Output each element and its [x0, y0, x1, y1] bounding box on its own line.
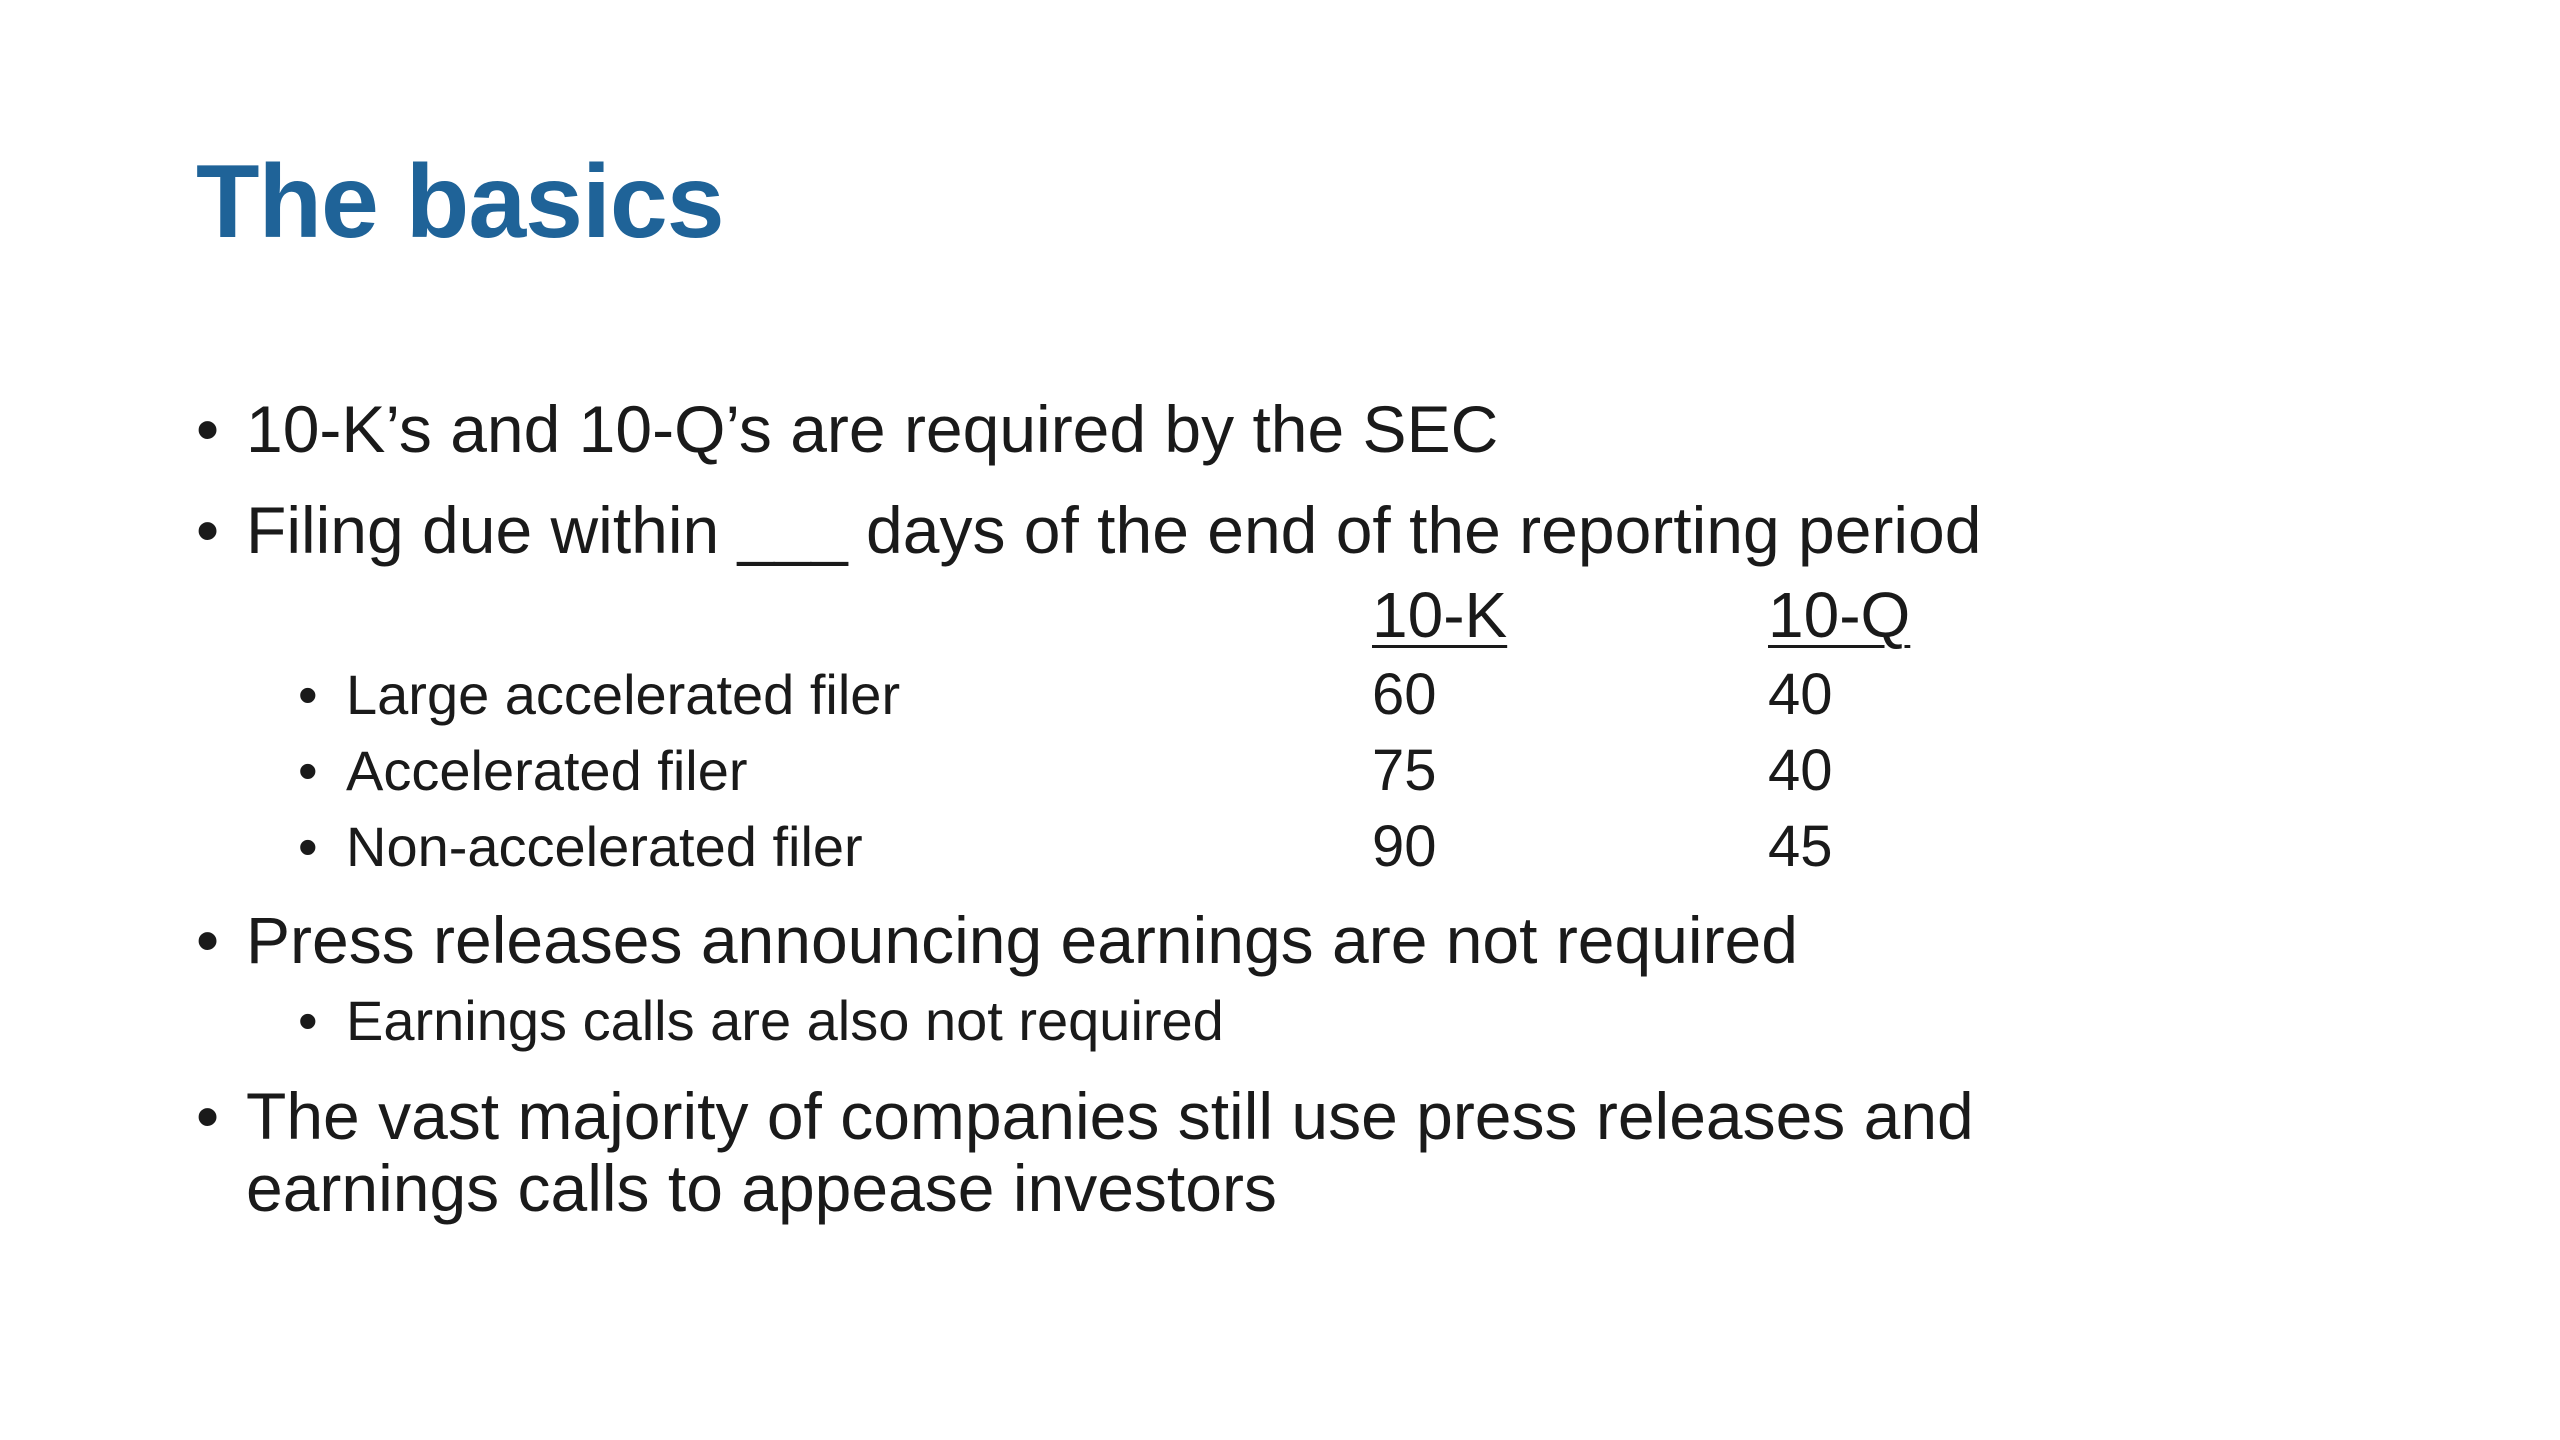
- bullet-text: Filing due within ___ days of the end of…: [246, 493, 1982, 567]
- bullet-text-line-1: The vast majority of companies still use…: [246, 1079, 1974, 1153]
- filer-10q-days: 40: [1768, 738, 1833, 803]
- bullet-dot: •: [196, 493, 220, 567]
- sub-bullet-dot: •: [298, 739, 318, 802]
- sub-bullet-dot: •: [298, 989, 318, 1052]
- sub-bullet-dot: •: [298, 663, 318, 726]
- bullet-dot: •: [196, 392, 220, 466]
- filer-10k-days: 60: [1372, 662, 1437, 727]
- filer-10q-days: 40: [1768, 662, 1833, 727]
- bullet-dot: •: [196, 1079, 220, 1153]
- column-header-10q: 10-Q: [1768, 579, 1911, 651]
- filer-type-label: Large accelerated filer: [346, 663, 901, 726]
- filer-type-label: Non-accelerated filer: [346, 815, 863, 878]
- filer-10k-days: 75: [1372, 738, 1437, 803]
- sub-bullet-text: Earnings calls are also not required: [346, 989, 1224, 1052]
- filer-10k-days: 90: [1372, 814, 1437, 879]
- bullet-text: 10-K’s and 10-Q’s are required by the SE…: [246, 392, 1499, 466]
- bullet-dot: •: [196, 903, 220, 977]
- slide-title: The basics: [196, 144, 725, 260]
- column-header-10k: 10-K: [1372, 579, 1508, 651]
- filer-10q-days: 45: [1768, 814, 1833, 879]
- filer-type-label: Accelerated filer: [346, 739, 748, 802]
- sub-bullet-dot: •: [298, 815, 318, 878]
- bullet-text-line-2: earnings calls to appease investors: [246, 1151, 1277, 1225]
- bullet-text: Press releases announcing earnings are n…: [246, 903, 1798, 977]
